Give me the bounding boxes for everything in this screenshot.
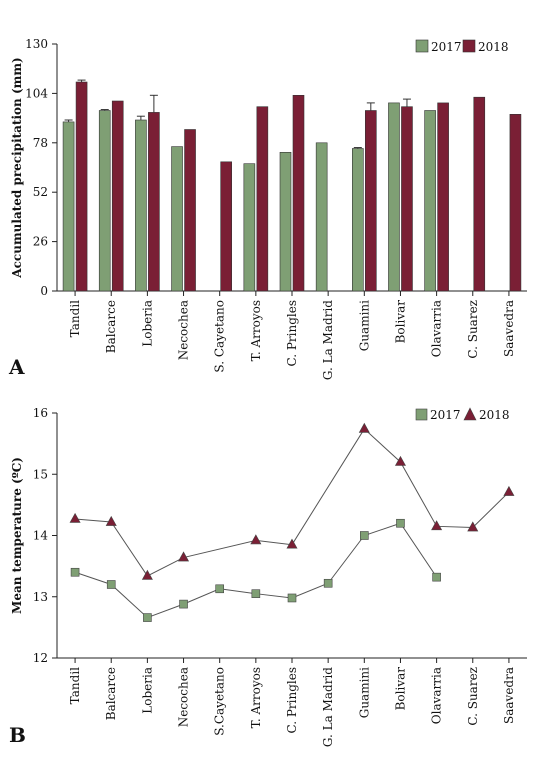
bar xyxy=(365,110,377,292)
x-tick-label: S. Cayetano xyxy=(213,300,227,373)
point-2018 xyxy=(358,422,370,433)
legend-swatch xyxy=(415,408,428,421)
x-tick-label: Tandil xyxy=(68,300,82,337)
point-2017 xyxy=(287,593,297,603)
series-line xyxy=(75,428,510,577)
point-2018 xyxy=(394,455,406,466)
y-tick-label: 12 xyxy=(33,651,48,665)
x-tick-label: C. Pringles xyxy=(285,300,299,367)
x-tick-label: Guamini xyxy=(357,300,371,351)
x-tick-label: Loberia xyxy=(140,300,154,347)
x-tick-label: T. Arroyos xyxy=(249,300,263,361)
point-2018 xyxy=(503,485,515,496)
legend-swatch xyxy=(415,39,429,53)
x-tick-label: C. Suarez xyxy=(466,667,480,726)
y-tick-label: 13 xyxy=(33,590,48,604)
point-2018 xyxy=(141,569,153,580)
bar xyxy=(315,142,328,292)
point-2017 xyxy=(432,572,441,582)
bar xyxy=(292,95,305,292)
point-2018 xyxy=(105,515,117,526)
x-tick-label: Olavarria xyxy=(430,667,444,724)
y-tick-label: 104 xyxy=(25,86,48,100)
bar xyxy=(148,112,160,292)
bar xyxy=(171,146,183,292)
bar xyxy=(98,110,111,292)
x-tick-label: Bolivar xyxy=(393,300,407,344)
bar xyxy=(75,81,88,292)
x-tick-label: G. La Madrid xyxy=(321,667,335,747)
point-2017 xyxy=(396,518,405,528)
legend-swatch xyxy=(462,39,476,53)
legend-swatch xyxy=(463,407,477,421)
legend-label: 2017 xyxy=(431,40,462,54)
x-tick-label: Necochea xyxy=(177,667,191,727)
x-tick-label: S.Cayetano xyxy=(213,667,227,736)
bar xyxy=(243,163,256,292)
chart-b: 12 13 14 15 16 Mean temperature (ºC) Tandil Bal… xyxy=(9,406,527,747)
x-tick-label: Olavarria xyxy=(430,300,444,357)
x-tick-label: G. La Madrid xyxy=(321,300,335,380)
bar xyxy=(62,121,75,292)
point-2017 xyxy=(70,567,80,577)
point-2018 xyxy=(250,534,262,545)
point-2017 xyxy=(360,531,369,540)
point-2017 xyxy=(143,613,152,622)
y-tick-label: 15 xyxy=(33,467,48,481)
point-2018 xyxy=(178,551,190,562)
x-tick-label: Loberia xyxy=(140,667,154,714)
y-tick-label: 0 xyxy=(40,284,48,298)
x-tick-label: Saavedra xyxy=(502,667,516,724)
bar xyxy=(184,129,196,292)
y-tick-label: 14 xyxy=(33,529,49,543)
x-tick-label: T. Arroyos xyxy=(249,667,263,728)
point-2017 xyxy=(215,584,224,594)
point-2018 xyxy=(286,538,298,549)
y-tick-label: 16 xyxy=(33,406,48,420)
y-tick-label: 52 xyxy=(33,185,48,199)
x-tick-label: Necochea xyxy=(177,300,191,360)
legend-label: 2017 xyxy=(430,408,461,422)
point-2018 xyxy=(69,512,81,523)
x-tick-label: Balcarce xyxy=(104,667,118,720)
bar xyxy=(256,106,269,292)
x-tick-label: Guamini xyxy=(357,667,371,718)
point-2017 xyxy=(179,599,188,609)
point-2017 xyxy=(251,589,261,598)
bar xyxy=(220,161,232,292)
bar xyxy=(509,114,522,292)
y-tick-label: 26 xyxy=(33,235,48,249)
bar xyxy=(279,152,292,292)
x-tick-label: Balcarce xyxy=(104,300,118,353)
y-axis-label: Accumulated precipitation (mm) xyxy=(10,57,24,278)
bar xyxy=(401,106,413,292)
x-tick-label: Saavedra xyxy=(502,300,516,357)
y-axis-label: Mean temperature (ºC) xyxy=(10,457,24,614)
bar xyxy=(135,119,147,292)
point-2018 xyxy=(431,520,443,531)
x-tick-label: Tandil xyxy=(68,667,82,704)
panel-label: A xyxy=(8,355,25,379)
bar xyxy=(352,148,364,292)
bar xyxy=(424,110,436,292)
bar xyxy=(111,100,124,292)
legend-label: 2018 xyxy=(479,408,510,422)
bar xyxy=(388,102,400,292)
x-tick-label: C. Suarez xyxy=(466,300,480,359)
y-tick-label: 78 xyxy=(33,136,48,150)
x-tick-label: C. Pringles xyxy=(285,667,299,734)
point-2017 xyxy=(323,578,333,588)
panel-label: B xyxy=(9,723,26,747)
point-2017 xyxy=(106,580,116,589)
point-2018 xyxy=(467,521,479,532)
bar xyxy=(437,102,449,292)
bar xyxy=(473,96,486,292)
legend-label: 2018 xyxy=(478,40,509,54)
y-tick-label: 130 xyxy=(25,37,48,51)
x-tick-label: Bolivar xyxy=(393,667,407,711)
